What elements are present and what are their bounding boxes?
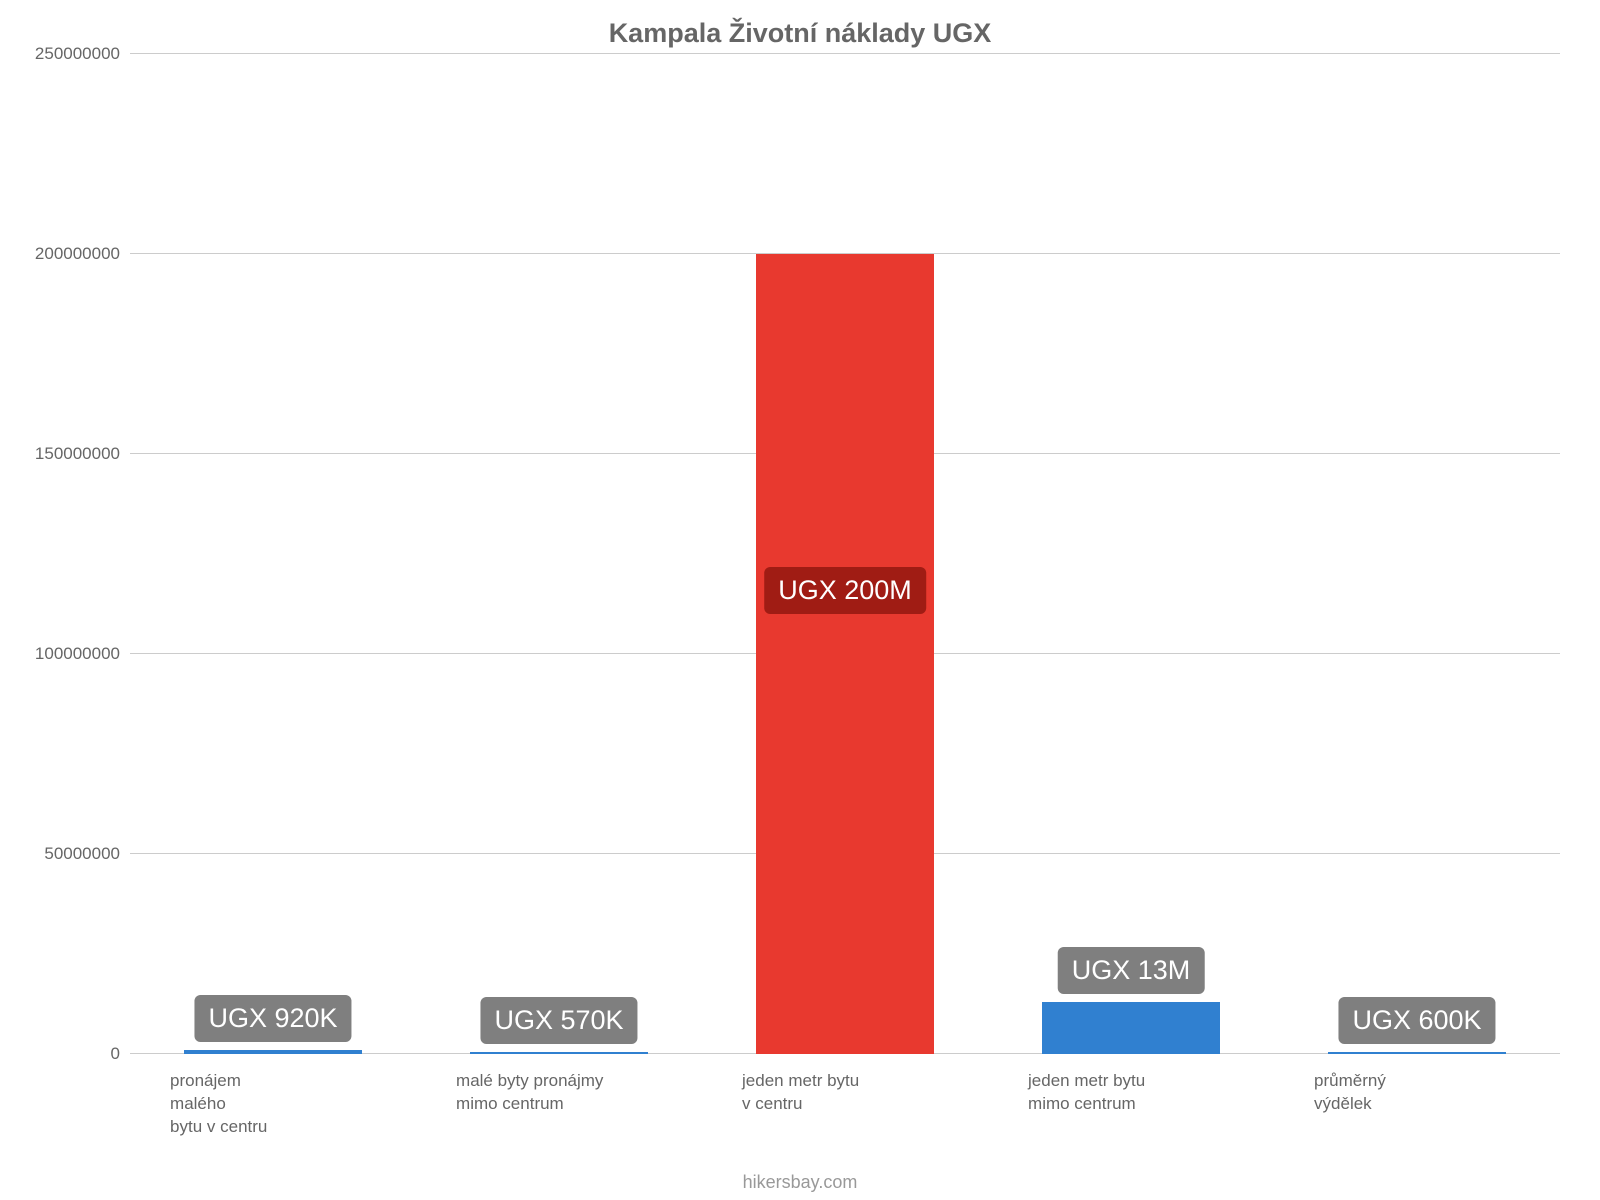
bar: UGX 13M	[1042, 1002, 1219, 1054]
x-axis-label: malé byty pronájmy mimo centrum	[456, 1070, 603, 1116]
bar: UGX 920K	[184, 1050, 361, 1054]
y-tick-label: 150000000	[0, 444, 120, 464]
value-badge: UGX 13M	[1058, 947, 1205, 994]
value-badge: UGX 920K	[194, 995, 351, 1042]
y-tick-label: 50000000	[0, 844, 120, 864]
bar-slot: UGX 920K	[130, 54, 416, 1054]
bar-slot: UGX 600K	[1274, 54, 1560, 1054]
x-axis-label: jeden metr bytu mimo centrum	[1028, 1070, 1145, 1116]
y-tick-label: 250000000	[0, 44, 120, 64]
bar-slot: UGX 13M	[988, 54, 1274, 1054]
y-tick-label: 0	[0, 1044, 120, 1064]
bar: UGX 570K	[470, 1052, 647, 1054]
plot-area: 0500000001000000001500000002000000002500…	[130, 54, 1560, 1054]
bar: UGX 200M	[756, 254, 933, 1054]
chart-container: Kampala Životní náklady UGX 050000000100…	[0, 0, 1600, 1200]
value-badge: UGX 600K	[1338, 997, 1495, 1044]
x-axis-label: jeden metr bytu v centru	[742, 1070, 859, 1116]
bar: UGX 600K	[1328, 1052, 1505, 1054]
value-badge: UGX 200M	[764, 567, 926, 614]
bar-slot: UGX 200M	[702, 54, 988, 1054]
bar-slot: UGX 570K	[416, 54, 702, 1054]
value-badge: UGX 570K	[480, 997, 637, 1044]
y-tick-label: 200000000	[0, 244, 120, 264]
chart-credit: hikersbay.com	[0, 1172, 1600, 1193]
chart-title: Kampala Životní náklady UGX	[0, 18, 1600, 49]
y-tick-label: 100000000	[0, 644, 120, 664]
bars-group: UGX 920K UGX 570K UGX 200M UGX 13M UGX 600K	[130, 54, 1560, 1054]
x-axis-label: průměrný výdělek	[1314, 1070, 1386, 1116]
x-axis-label: pronájem malého bytu v centru	[170, 1070, 267, 1139]
